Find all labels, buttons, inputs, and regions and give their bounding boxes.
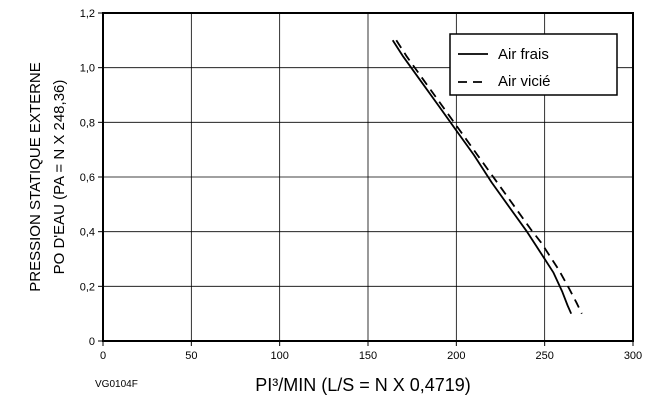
y-tick-label: 0 [89, 336, 95, 348]
y-axis-ticks: 0 0,2 0,4 0,6 0,8 1,0 1,2 [80, 8, 103, 348]
x-tick-label: 100 [270, 350, 288, 362]
series-layer [391, 39, 583, 315]
x-tick-label: 0 [100, 350, 106, 362]
x-tick-label: 300 [624, 350, 642, 362]
x-axis-ticks: 0 50 100 150 200 250 300 [100, 341, 642, 362]
y-axis-label-line1: PRESSION STATIQUE EXTERNE [27, 62, 44, 291]
legend-box [449, 33, 618, 96]
y-tick-label: 1,0 [80, 63, 95, 75]
x-tick-label: 250 [535, 350, 553, 362]
series-line-air-frais [391, 39, 573, 315]
legend-label-air-vicie: Air vicié [498, 73, 551, 90]
y-tick-label: 0,4 [80, 227, 95, 239]
x-tick-label: 200 [447, 350, 465, 362]
x-tick-label: 50 [185, 350, 197, 362]
y-tick-label: 0,2 [80, 281, 95, 293]
y-axis-label: PRESSION STATIQUE EXTERNE PO D'EAU (PA =… [27, 62, 68, 291]
legend: Air frais Air vicié [449, 33, 618, 96]
figure-code: VG0104F [95, 379, 138, 390]
x-tick-label: 150 [359, 350, 377, 362]
legend-label-air-frais: Air frais [498, 46, 549, 63]
x-axis-label: PI³/MIN (L/S = N X 0,4719) [255, 375, 471, 395]
y-tick-label: 0,6 [80, 172, 95, 184]
series-line-air-vicie [395, 39, 583, 315]
y-tick-label: 0,8 [80, 117, 95, 129]
y-tick-label: 1,2 [80, 8, 95, 20]
y-axis-label-line2: PO D'EAU (PA = N X 248,36) [51, 80, 68, 275]
